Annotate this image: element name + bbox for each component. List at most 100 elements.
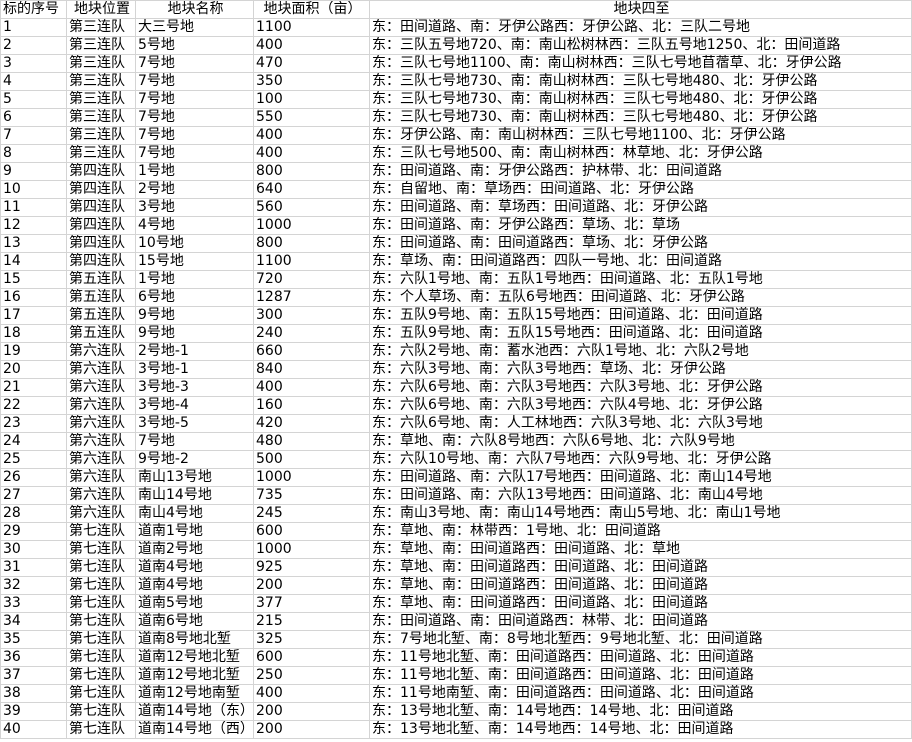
cell-serial[interactable]: 16 xyxy=(0,288,67,307)
cell-location[interactable]: 第四连队 xyxy=(66,252,136,271)
cell-area[interactable]: 400 xyxy=(253,378,370,397)
cell-area[interactable]: 160 xyxy=(253,396,370,415)
cell-location[interactable]: 第六连队 xyxy=(66,396,136,415)
cell-area[interactable]: 215 xyxy=(253,612,370,631)
cell-parcel-name[interactable]: 7号地 xyxy=(135,108,254,127)
cell-serial[interactable]: 37 xyxy=(0,666,67,685)
cell-parcel-name[interactable]: 道南14号地（西） xyxy=(135,720,254,739)
cell-parcel-name[interactable]: 10号地 xyxy=(135,234,254,253)
cell-boundaries[interactable]: 东：三队七号地730、南：南山树林西：三队七号地480、北：牙伊公路 xyxy=(369,72,912,91)
cell-area[interactable]: 1000 xyxy=(253,468,370,487)
cell-area[interactable]: 1287 xyxy=(253,288,370,307)
cell-area[interactable]: 600 xyxy=(253,522,370,541)
cell-area[interactable]: 735 xyxy=(253,486,370,505)
cell-area[interactable]: 245 xyxy=(253,504,370,523)
cell-area[interactable]: 325 xyxy=(253,630,370,649)
cell-location[interactable]: 第六连队 xyxy=(66,432,136,451)
cell-serial[interactable]: 29 xyxy=(0,522,67,541)
cell-area[interactable]: 377 xyxy=(253,594,370,613)
cell-serial[interactable]: 3 xyxy=(0,54,67,73)
cell-location[interactable]: 第六连队 xyxy=(66,360,136,379)
cell-location[interactable]: 第七连队 xyxy=(66,594,136,613)
cell-serial[interactable]: 18 xyxy=(0,324,67,343)
cell-serial[interactable]: 32 xyxy=(0,576,67,595)
cell-parcel-name[interactable]: 7号地 xyxy=(135,432,254,451)
cell-location[interactable]: 第三连队 xyxy=(66,36,136,55)
cell-boundaries[interactable]: 东：11号地南堑、南：田间道路西：田间道路、北：田间道路 xyxy=(369,684,912,703)
cell-boundaries[interactable]: 东：自留地、南：草场西：田间道路、北：牙伊公路 xyxy=(369,180,912,199)
cell-serial[interactable]: 13 xyxy=(0,234,67,253)
cell-parcel-name[interactable]: 3号地-3 xyxy=(135,378,254,397)
cell-area[interactable]: 1000 xyxy=(253,216,370,235)
cell-parcel-name[interactable]: 7号地 xyxy=(135,54,254,73)
cell-area[interactable]: 400 xyxy=(253,36,370,55)
cell-parcel-name[interactable]: 道南6号地 xyxy=(135,612,254,631)
cell-boundaries[interactable]: 东：六队2号地、南：蓄水池西：六队1号地、北：六队2号地 xyxy=(369,342,912,361)
cell-boundaries[interactable]: 东：三队七号地1100、南：南山树林西：三队七号地苜蓿草、北：牙伊公路 xyxy=(369,54,912,73)
cell-boundaries[interactable]: 东：田间道路、南：牙伊公路西：草场、北：草场 xyxy=(369,216,912,235)
cell-parcel-name[interactable]: 南山4号地 xyxy=(135,504,254,523)
cell-location[interactable]: 第六连队 xyxy=(66,450,136,469)
cell-parcel-name[interactable]: 1号地 xyxy=(135,270,254,289)
cell-boundaries[interactable]: 东：草地、南：田间道路西：田间道路、北：田间道路 xyxy=(369,558,912,577)
cell-parcel-name[interactable]: 7号地 xyxy=(135,90,254,109)
cell-location[interactable]: 第七连队 xyxy=(66,558,136,577)
cell-parcel-name[interactable]: 道南8号地北堑 xyxy=(135,630,254,649)
cell-boundaries[interactable]: 东：草地、南：林带西：1号地、北：田间道路 xyxy=(369,522,912,541)
cell-location[interactable]: 第七连队 xyxy=(66,666,136,685)
cell-area[interactable]: 300 xyxy=(253,306,370,325)
cell-location[interactable]: 第七连队 xyxy=(66,522,136,541)
cell-location[interactable]: 第七连队 xyxy=(66,612,136,631)
cell-parcel-name[interactable]: 7号地 xyxy=(135,144,254,163)
cell-boundaries[interactable]: 东：三队七号地500、南：南山树林西：林草地、北：牙伊公路 xyxy=(369,144,912,163)
header-location[interactable]: 地块位置 xyxy=(66,0,136,19)
cell-location[interactable]: 第六连队 xyxy=(66,378,136,397)
cell-serial[interactable]: 11 xyxy=(0,198,67,217)
cell-boundaries[interactable]: 东：11号地北堑、南：田间道路西：田间道路、北：田间道路 xyxy=(369,648,912,667)
cell-area[interactable]: 925 xyxy=(253,558,370,577)
cell-serial[interactable]: 17 xyxy=(0,306,67,325)
cell-boundaries[interactable]: 东：田间道路、南：草场西：田间道路、北：牙伊公路 xyxy=(369,198,912,217)
cell-serial[interactable]: 21 xyxy=(0,378,67,397)
cell-parcel-name[interactable]: 道南12号地北堑 xyxy=(135,666,254,685)
cell-area[interactable]: 1100 xyxy=(253,252,370,271)
cell-location[interactable]: 第七连队 xyxy=(66,648,136,667)
cell-location[interactable]: 第七连队 xyxy=(66,540,136,559)
cell-location[interactable]: 第六连队 xyxy=(66,504,136,523)
cell-boundaries[interactable]: 东：六队3号地、南：六队3号地西：草场、北：牙伊公路 xyxy=(369,360,912,379)
cell-serial[interactable]: 26 xyxy=(0,468,67,487)
cell-parcel-name[interactable]: 道南5号地 xyxy=(135,594,254,613)
cell-boundaries[interactable]: 东：牙伊公路、南：南山树林西：三队七号地1100、北：牙伊公路 xyxy=(369,126,912,145)
cell-serial[interactable]: 20 xyxy=(0,360,67,379)
cell-parcel-name[interactable]: 9号地 xyxy=(135,324,254,343)
cell-area[interactable]: 420 xyxy=(253,414,370,433)
cell-location[interactable]: 第七连队 xyxy=(66,702,136,721)
cell-parcel-name[interactable]: 道南2号地 xyxy=(135,540,254,559)
cell-area[interactable]: 250 xyxy=(253,666,370,685)
cell-location[interactable]: 第六连队 xyxy=(66,342,136,361)
header-serial[interactable]: 标的序号 xyxy=(0,0,67,19)
cell-serial[interactable]: 1 xyxy=(0,18,67,37)
cell-serial[interactable]: 15 xyxy=(0,270,67,289)
cell-area[interactable]: 240 xyxy=(253,324,370,343)
cell-location[interactable]: 第六连队 xyxy=(66,486,136,505)
cell-serial[interactable]: 12 xyxy=(0,216,67,235)
cell-parcel-name[interactable]: 道南1号地 xyxy=(135,522,254,541)
cell-serial[interactable]: 5 xyxy=(0,90,67,109)
cell-serial[interactable]: 31 xyxy=(0,558,67,577)
cell-area[interactable]: 600 xyxy=(253,648,370,667)
cell-parcel-name[interactable]: 2号地-1 xyxy=(135,342,254,361)
cell-parcel-name[interactable]: 大三号地 xyxy=(135,18,254,37)
cell-parcel-name[interactable]: 4号地 xyxy=(135,216,254,235)
cell-serial[interactable]: 36 xyxy=(0,648,67,667)
cell-area[interactable]: 1100 xyxy=(253,18,370,37)
cell-boundaries[interactable]: 东：三队五号地720、南：南山松树林西：三队五号地1250、北：田间道路 xyxy=(369,36,912,55)
header-parcel-name[interactable]: 地块名称 xyxy=(135,0,254,19)
cell-boundaries[interactable]: 东：田间道路、南：牙伊公路西：护林带、北：田间道路 xyxy=(369,162,912,181)
cell-area[interactable]: 200 xyxy=(253,702,370,721)
cell-area[interactable]: 660 xyxy=(253,342,370,361)
cell-parcel-name[interactable]: 2号地 xyxy=(135,180,254,199)
cell-serial[interactable]: 25 xyxy=(0,450,67,469)
cell-boundaries[interactable]: 东：三队七号地730、南：南山树林西：三队七号地480、北：牙伊公路 xyxy=(369,108,912,127)
cell-parcel-name[interactable]: 道南12号地南堑 xyxy=(135,684,254,703)
